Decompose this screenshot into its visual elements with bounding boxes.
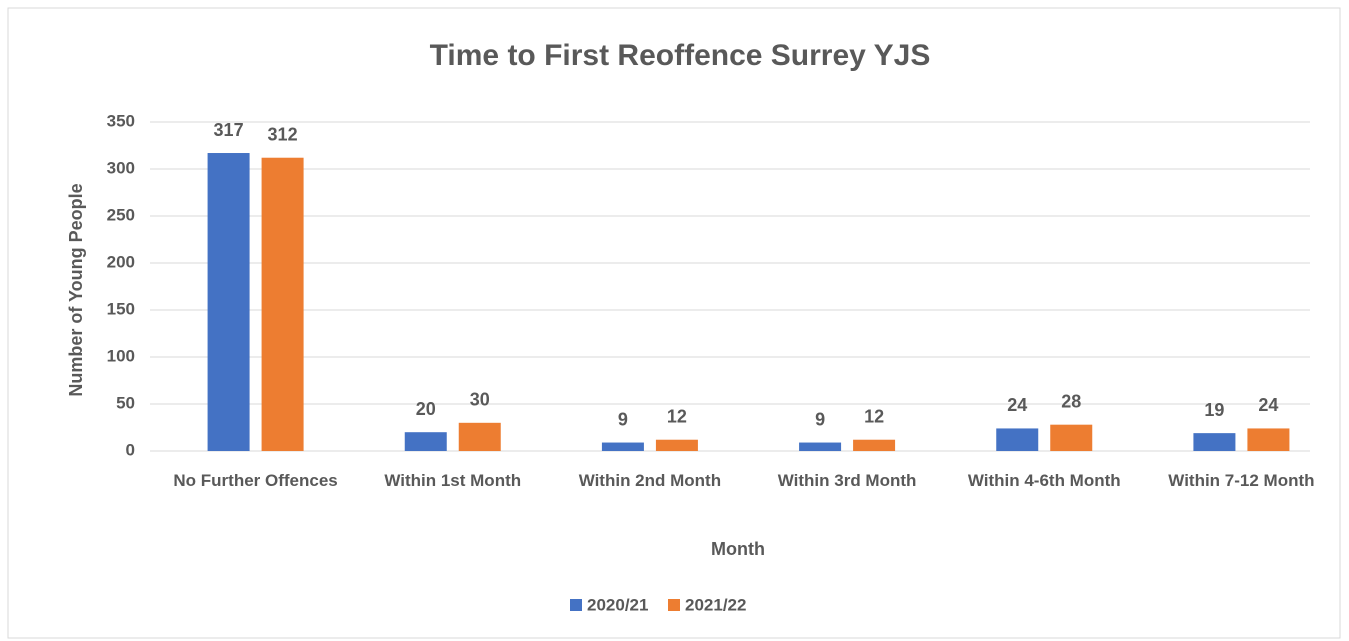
y-tick-label: 250: [107, 205, 135, 224]
bar: [404, 432, 447, 451]
y-tick-label: 300: [107, 158, 135, 177]
y-tick-label: 200: [107, 252, 135, 271]
data-label: 28: [1061, 391, 1081, 411]
bar: [1050, 424, 1093, 451]
bar: [207, 153, 250, 451]
legend-swatch: [570, 599, 582, 611]
x-axis-label: Month: [711, 539, 765, 559]
x-tick-label: Within 7-12 Month: [1168, 471, 1315, 490]
x-tick-label: Within 4-6th Month: [967, 471, 1121, 490]
y-tick-label: 0: [126, 440, 135, 459]
x-tick-label: No Further Offences: [173, 471, 338, 490]
chart-title: Time to First Reoffence Surrey YJS: [430, 39, 931, 72]
bar: [601, 442, 644, 451]
x-tick-label: Within 3rd Month: [777, 471, 917, 490]
y-tick-label: 100: [107, 346, 135, 365]
data-label: 12: [864, 406, 884, 426]
data-label: 30: [470, 390, 490, 410]
data-label: 312: [268, 124, 298, 144]
y-axis-label: Number of Young People: [66, 183, 86, 396]
legend-label: 2020/21: [587, 595, 648, 614]
bar: [261, 157, 304, 451]
x-tick-label: Within 2nd Month: [578, 471, 722, 490]
bar: [458, 422, 501, 451]
bar: [655, 439, 698, 451]
data-label: 12: [667, 406, 687, 426]
data-label: 9: [815, 409, 825, 429]
bar: [799, 442, 842, 451]
chart-border: [7, 7, 1341, 639]
data-label: 9: [618, 409, 628, 429]
bar: [996, 428, 1039, 451]
legend-label: 2021/22: [685, 595, 746, 614]
y-tick-label: 350: [107, 111, 135, 130]
bar: [1193, 433, 1236, 451]
bar: [853, 439, 896, 451]
data-label: 317: [214, 120, 244, 140]
y-tick-label: 150: [107, 299, 135, 318]
x-tick-label: Within 1st Month: [384, 471, 522, 490]
data-label: 19: [1204, 400, 1224, 420]
data-label: 20: [416, 399, 436, 419]
y-tick-label: 50: [116, 393, 135, 412]
legend-swatch: [668, 599, 680, 611]
bar: [1247, 428, 1290, 451]
data-label: 24: [1007, 395, 1027, 415]
data-label: 24: [1258, 395, 1278, 415]
